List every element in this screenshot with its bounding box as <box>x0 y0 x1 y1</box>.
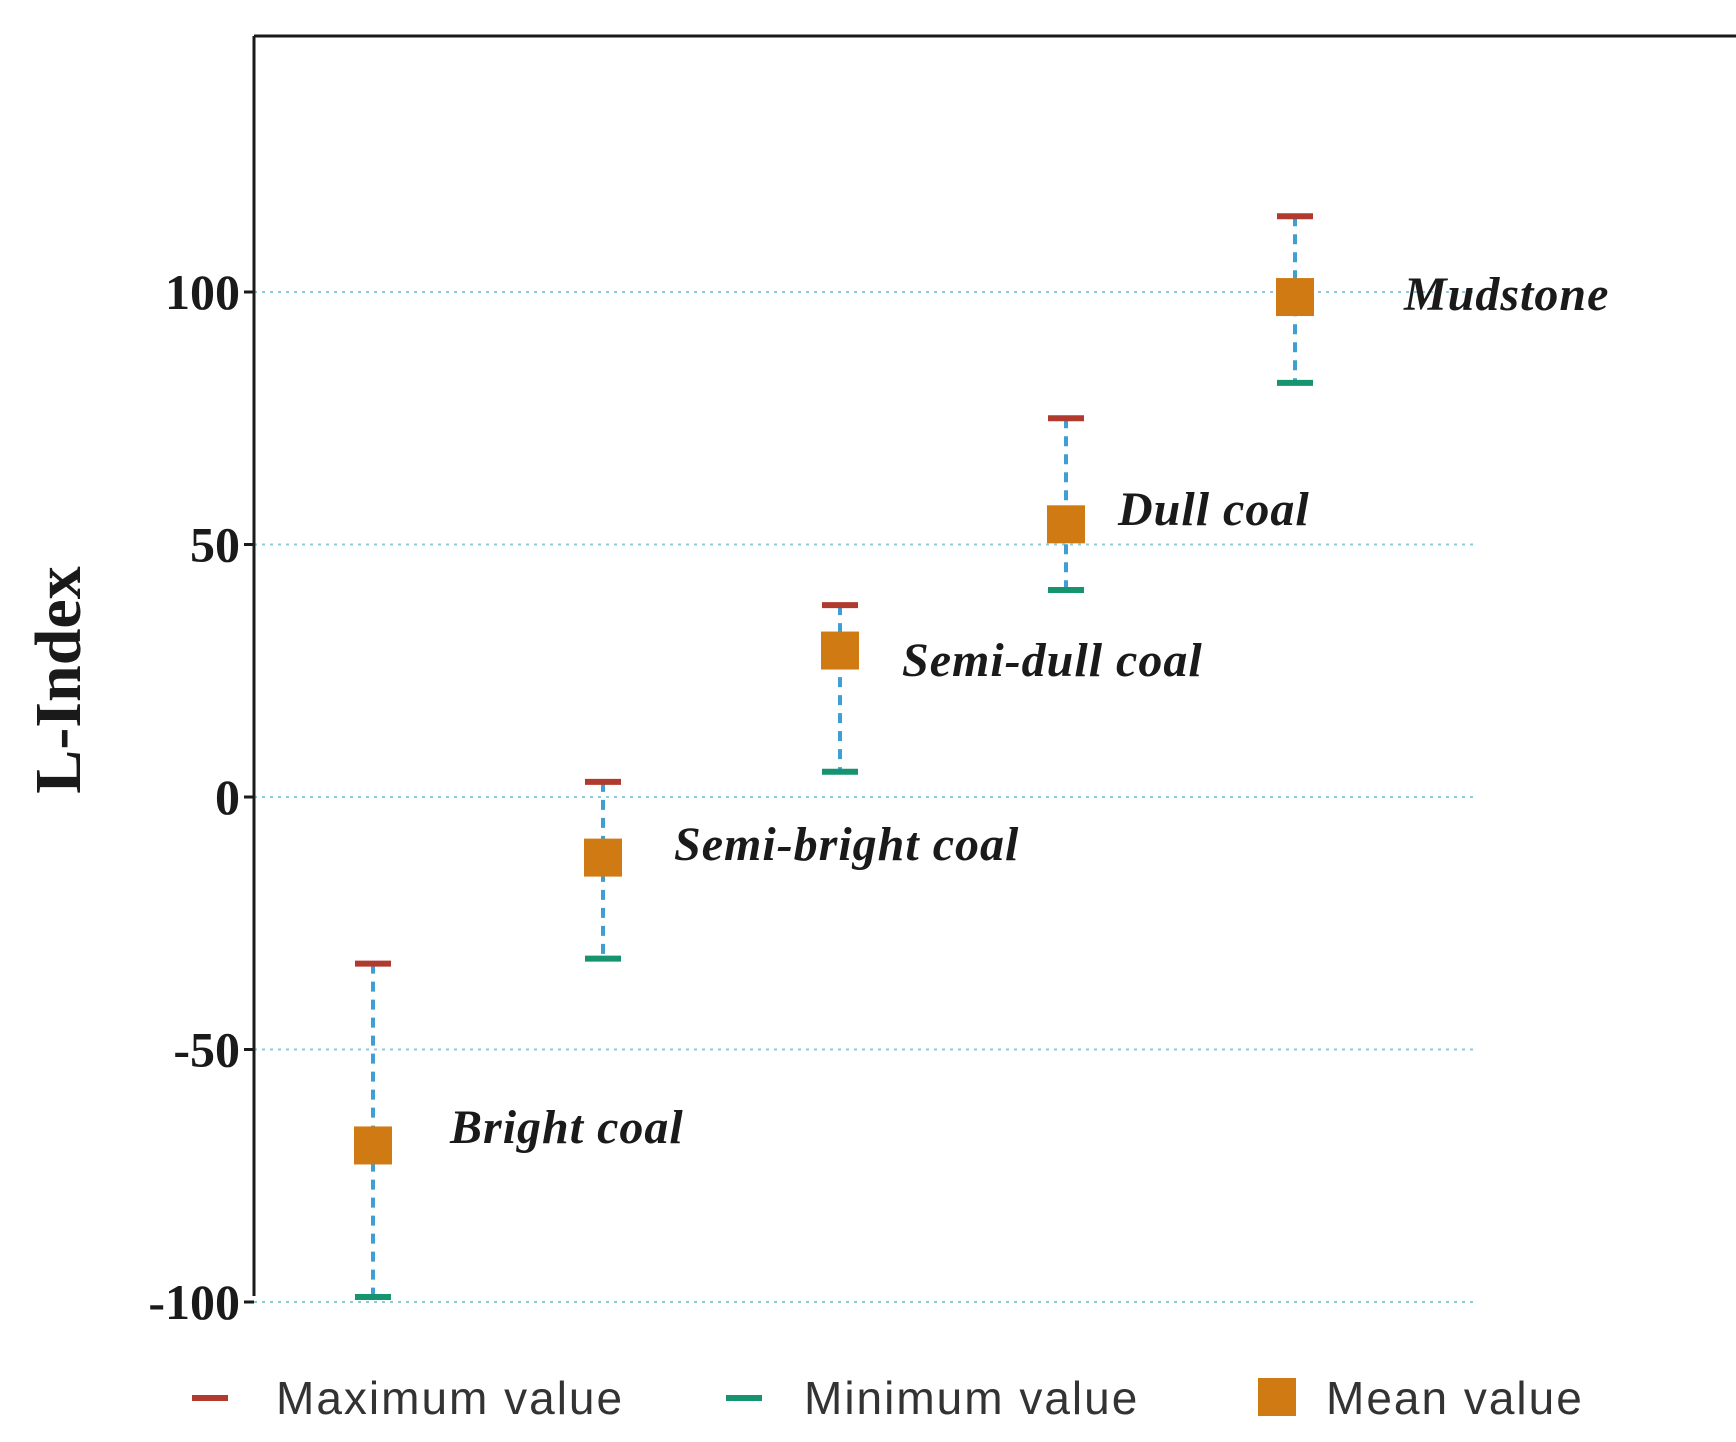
category-label: Mudstone <box>1403 268 1609 321</box>
y-tick-label: 0 <box>215 769 240 825</box>
category-label: Semi-bright coal <box>674 818 1019 871</box>
y-tick-label: -50 <box>173 1022 240 1078</box>
mean-marker <box>1047 505 1085 544</box>
y-ticks: 100 50 0 -50 -100 <box>148 264 254 1330</box>
legend-mean-swatch <box>1258 1378 1296 1416</box>
category-label: Semi-dull coal <box>902 634 1203 687</box>
y-tick-label: 50 <box>190 517 240 573</box>
legend-mean-label: Mean value <box>1326 1372 1584 1424</box>
legend: Maximum value Minimum value Mean value <box>192 1372 1584 1424</box>
legend-max-label: Maximum value <box>276 1372 624 1424</box>
mean-marker <box>354 1126 392 1165</box>
y-tick-label: -100 <box>148 1274 240 1330</box>
legend-min-label: Minimum value <box>804 1372 1139 1424</box>
markers <box>354 213 1314 1300</box>
mean-marker <box>584 838 622 877</box>
mean-marker <box>821 631 859 670</box>
mean-marker <box>1276 278 1314 317</box>
category-label: Bright coal <box>449 1101 684 1154</box>
gridlines <box>254 291 1476 1303</box>
y-tick-label: 100 <box>165 264 240 320</box>
category-label: Dull coal <box>1117 483 1310 536</box>
axes <box>252 34 1736 1296</box>
y-axis-title: L-Index <box>22 566 95 793</box>
category-labels: Bright coal Semi-bright coal Semi-dull coa… <box>449 268 1609 1154</box>
